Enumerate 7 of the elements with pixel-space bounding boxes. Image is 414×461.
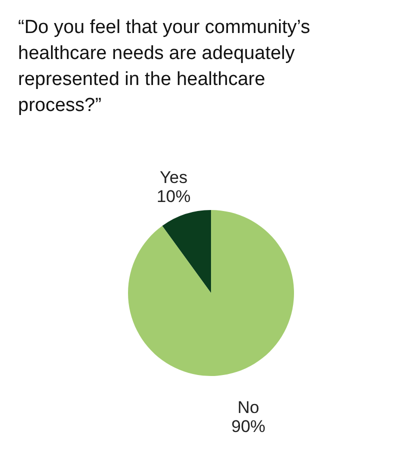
pie-slice xyxy=(128,210,294,376)
data-label: 90% xyxy=(231,417,266,436)
data-label: 10% xyxy=(156,186,191,206)
slice-label: No xyxy=(238,398,260,418)
chart-title: “Do you feel that your community’s healthcare needs are adequately represented in the healthcare process?” xyxy=(18,17,310,116)
slice-label: Yes xyxy=(160,168,188,187)
pie-slice xyxy=(162,210,211,293)
